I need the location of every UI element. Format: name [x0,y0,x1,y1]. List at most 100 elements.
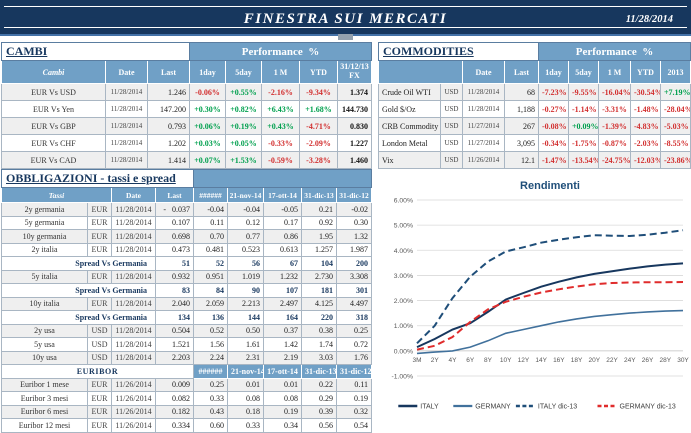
table-cell: 136 [193,310,228,325]
table-cell: -7.23% [538,83,569,101]
table-cell: 12.1 [504,151,539,169]
table-cell: +0.19% [225,117,262,135]
table-row: London Metal USD 11/27/2014 3,095 -0.34% -1.7… [378,134,691,152]
table-cell: EUR Vs GBP [1,117,106,135]
x-tick-label: 10Y [500,357,512,364]
table-cell: 0.30 [335,215,373,230]
table-cell: -13.54% [568,151,599,169]
table-cell: EUR [87,202,112,217]
table-cell: 0.54 [335,418,373,433]
table-cell: 0.17 [263,215,302,230]
table-cell: 5y germania [1,215,88,230]
table-cell: 11/28/2014 [111,350,156,365]
table-cell: 2y usa [1,323,88,338]
table-cell: 0.793 [147,117,190,135]
table-cell: 1.521 [155,337,194,352]
table-cell: 0.92 [301,215,337,230]
table-cell: +0.06% [189,117,226,135]
table-cell: 0.009 [155,377,194,392]
bonds-title-filler [192,169,373,188]
table-row: CRB Commodity USD 11/27/2014 267 -0.08% +0.09… [378,117,691,135]
x-tick-label: 18Y [571,357,583,364]
table-cell: 147.200 [147,100,190,118]
table-cell: 11/26/2014 [462,151,505,169]
table-cell: 0.25 [193,377,228,392]
cambi-body: EUR Vs USD 11/28/2014 1.246 -0.06% +0.55% -2.… [1,83,373,169]
table-cell: 220 [301,310,337,325]
table-cell: 1.246 [147,83,190,101]
table-cell: 1.374 [336,83,373,101]
table-row: EUR Vs Yen 11/28/2014 147.200 +0.30% +0.82% +… [1,100,373,118]
table-cell: EUR Vs Yen [1,100,106,118]
table-cell: ###### [193,364,228,379]
table-cell: 1.61 [227,337,264,352]
table-cell: -0.02 [335,202,373,217]
table-cell: 11/28/2014 [111,202,156,217]
y-tick-label: 1.00% [394,323,413,330]
column-header: 2013 [659,60,691,84]
table-cell: Spread Vs Germania [1,283,156,298]
table-cell: 267 [504,117,539,135]
table-cell: 0.18 [227,404,264,419]
table-cell: 318 [335,310,373,325]
table-cell: 2.497 [263,296,302,311]
table-cell: +0.82% [225,100,262,118]
column-header: 31/12/13 FX [336,60,373,84]
table-cell: 0.37 [263,323,302,338]
table-cell: -16.04% [598,83,631,101]
table-cell: -0.06% [189,83,226,101]
column-header: Last [155,187,194,203]
table-cell: 0.34 [263,418,302,433]
table-cell: 0.08 [227,391,264,406]
legend-label: ITALY dic-13 [538,404,577,411]
table-cell: 0.70 [193,229,228,244]
bonds-section: OBBLIGAZIONI - tassi e spread Tassi Date L… [1,169,373,433]
cambi-table: CAMBI Performance % Cambi Date Last 1day 5da… [1,42,373,169]
table-cell: -1.75% [568,134,599,152]
table-cell: 2.24 [193,350,228,365]
table-cell: 1.76 [335,350,373,365]
table-cell: -0.27% [538,100,569,118]
table-cell: 1.019 [227,269,264,284]
column-header: Last [504,60,539,84]
chart-title: Rendimenti [520,180,580,192]
table-cell: 2.19 [263,350,302,365]
table-cell: -28.04% [659,100,691,118]
cambi-header-row: Cambi Date Last 1day 5day 1 M YTD 31/12/13 FX [1,60,373,84]
table-cell: 11/26/2014 [111,391,156,406]
table-cell: -4.71% [299,117,338,135]
table-cell: 0.481 [193,242,228,257]
table-cell: 0.21 [301,202,337,217]
y-tick-label: 4.00% [394,248,413,255]
table-cell: EUR [87,229,112,244]
table-cell: 68 [504,83,539,101]
table-cell: EUR [87,269,112,284]
commodities-section: COMMODITIES Performance % Date Last 1day 5d… [378,42,691,169]
table-cell: -3.28% [299,151,338,169]
table-cell: 2y germania [1,202,88,217]
commodities-performance-header: Performance % [537,42,691,61]
table-cell: 1.460 [336,151,373,169]
table-cell: EUR Vs USD [1,83,106,101]
table-cell: Euribor 12 mesi [1,418,88,433]
table-cell: +0.05% [225,134,262,152]
table-cell: 0.52 [193,323,228,338]
commodities-title: COMMODITIES [378,42,539,61]
table-cell: Spread Vs Germania [1,256,156,271]
table-cell: +0.09% [568,117,599,135]
yield-chart-section: Rendimenti 6.00% 5.00% 4.00% 3.00% 2.00% 1.00%… [381,176,691,429]
table-cell: 31-dic-13 [301,364,337,379]
table-cell: 0.11 [335,377,373,392]
table-row: 2y italia EUR 11/28/2014 0.473 0.481 0.523 0.6… [1,242,373,257]
table-cell: 11/26/2014 [111,404,156,419]
table-row: Euribor 12 mesi EUR 11/26/2014 0.334 0.60 0.3… [1,418,373,433]
table-cell: 0.43 [193,404,228,419]
table-cell: 17-ott-14 [263,364,302,379]
column-header: Last [147,60,190,84]
table-cell: -0.05 [263,202,302,217]
table-cell: 0.50 [227,323,264,338]
table-cell: 11/27/2014 [462,117,505,135]
table-cell: 0.29 [301,391,337,406]
y-tick-label: -1.00% [391,374,413,381]
column-header: 5day [568,60,599,84]
